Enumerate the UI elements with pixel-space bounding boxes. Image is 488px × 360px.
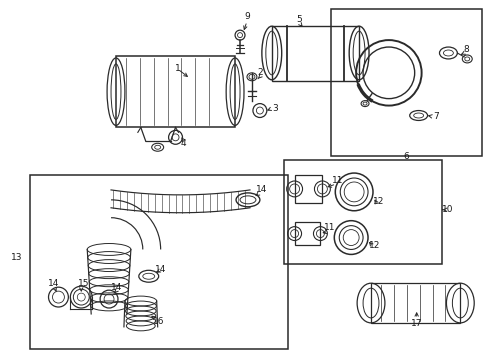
Text: 7: 7 xyxy=(433,112,439,121)
Text: 14: 14 xyxy=(111,283,122,292)
Text: 15: 15 xyxy=(77,279,89,288)
Bar xyxy=(370,283,459,323)
Bar xyxy=(116,56,235,127)
Text: 12: 12 xyxy=(372,197,384,206)
Text: 14: 14 xyxy=(48,279,59,288)
Text: 11: 11 xyxy=(323,223,334,232)
Text: 8: 8 xyxy=(463,45,468,54)
Bar xyxy=(283,160,442,264)
Text: 5: 5 xyxy=(296,15,302,24)
Text: 6: 6 xyxy=(403,152,409,161)
Text: 2: 2 xyxy=(257,68,262,77)
Bar xyxy=(271,26,358,81)
Text: 16: 16 xyxy=(153,318,164,327)
Text: 12: 12 xyxy=(368,241,380,250)
Text: 17: 17 xyxy=(410,319,422,328)
Text: 14: 14 xyxy=(256,185,267,194)
Bar xyxy=(30,175,287,349)
Text: 13: 13 xyxy=(11,253,22,262)
Bar xyxy=(294,175,322,203)
Text: 3: 3 xyxy=(271,104,277,113)
Text: 4: 4 xyxy=(180,139,186,148)
Text: 1: 1 xyxy=(174,64,180,73)
Text: 10: 10 xyxy=(441,205,452,214)
Text: 14: 14 xyxy=(155,265,166,274)
Bar xyxy=(331,9,481,156)
Text: 9: 9 xyxy=(244,12,249,21)
Bar xyxy=(294,222,320,246)
Text: 11: 11 xyxy=(331,176,342,185)
